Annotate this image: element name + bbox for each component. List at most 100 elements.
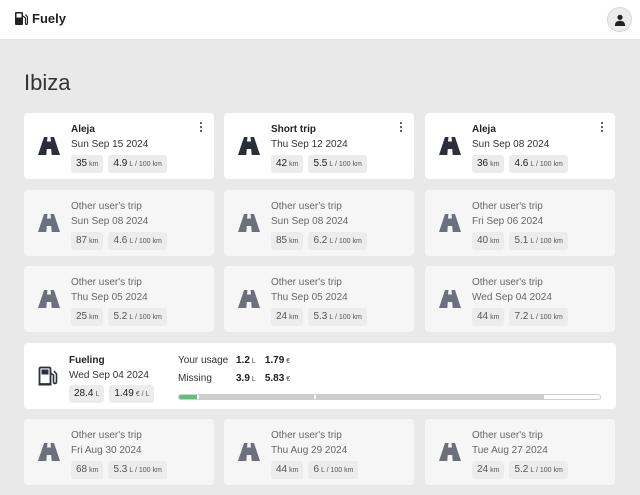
- usage-liters: 1.2: [236, 355, 250, 366]
- progress-segment: [179, 395, 197, 399]
- road-icon: [439, 137, 461, 155]
- user-icon: [614, 14, 625, 26]
- trip-consumption: 5.2: [113, 311, 128, 322]
- trip-consumption-unit: L / 100 km: [329, 314, 362, 321]
- progress-segment: [315, 395, 544, 399]
- menu-dot: [400, 126, 402, 128]
- user-avatar-button[interactable]: [607, 7, 632, 32]
- trip-consumption: 5.2: [514, 464, 529, 475]
- trip-consumption: 6.2: [313, 235, 328, 246]
- trip-consumption-pill: 5.2 L / 100 km: [509, 461, 568, 479]
- usage-cost: 1.79: [264, 355, 285, 366]
- trip-distance: 24: [276, 311, 288, 322]
- trip-distance: 85: [276, 235, 288, 246]
- trip-menu-button[interactable]: [198, 122, 204, 134]
- trip-distance-unit: km: [490, 467, 500, 474]
- trip-distance-pill: 42 km: [271, 155, 304, 173]
- trip-distance: 44: [477, 311, 489, 322]
- trip-card[interactable]: Aleja Sun Sep 08 2024 36 km 4.6 L / 100 km: [425, 113, 615, 179]
- missing-liters-unit: L: [251, 376, 256, 383]
- road-icon: [238, 137, 260, 155]
- trip-title: Other user's trip: [271, 277, 342, 288]
- trip-distance: 40: [477, 235, 489, 246]
- page-title: Ibiza: [24, 70, 71, 95]
- trip-distance-pill: 40 km: [472, 232, 505, 250]
- trip-date: Thu Aug 29 2024: [271, 445, 348, 456]
- trip-card[interactable]: Other user's trip Fri Aug 30 2024 68 km 5.3 L…: [24, 419, 214, 485]
- trip-card[interactable]: Other user's trip Thu Aug 29 2024 44 km 6 L /…: [224, 419, 414, 485]
- trip-distance-unit: km: [289, 238, 299, 245]
- trip-card[interactable]: Other user's trip Fri Sep 06 2024 40 km 5.1 L…: [425, 190, 615, 256]
- road-icon: [439, 214, 461, 232]
- trip-card[interactable]: Aleja Sun Sep 15 2024 35 km 4.9 L / 100 km: [24, 113, 214, 179]
- trip-consumption-pill: 4.6 L / 100 km: [509, 155, 568, 173]
- trip-title: Other user's trip: [71, 277, 142, 288]
- top-bar: Fuely: [0, 0, 640, 40]
- trip-date: Wed Sep 04 2024: [472, 292, 552, 303]
- trip-distance-unit: km: [289, 314, 299, 321]
- missing-cost-unit: €: [286, 376, 291, 383]
- trip-consumption: 5.3: [313, 311, 328, 322]
- road-icon: [238, 290, 260, 308]
- trip-card[interactable]: Other user's trip Sun Sep 08 2024 85 km 6.2 L…: [224, 190, 414, 256]
- trip-card[interactable]: Other user's trip Wed Sep 04 2024 44 km 7.2 L…: [425, 266, 615, 332]
- fueling-date: Wed Sep 04 2024: [69, 370, 149, 381]
- app-brand[interactable]: Fuely: [14, 11, 66, 26]
- trip-distance-unit: km: [89, 314, 99, 321]
- trip-date: Sun Sep 08 2024: [271, 216, 349, 227]
- trip-title: Other user's trip: [71, 201, 142, 212]
- usage-cost-unit: €: [286, 358, 291, 365]
- usage-liters-unit: L: [251, 358, 256, 365]
- road-icon: [38, 214, 60, 232]
- fueling-title: Fueling: [69, 355, 105, 366]
- road-icon: [38, 443, 60, 461]
- trip-date: Fri Aug 30 2024: [71, 445, 142, 456]
- road-icon: [238, 214, 260, 232]
- trip-distance-pill: 87 km: [71, 232, 104, 250]
- fueling-card[interactable]: Fueling Wed Sep 04 2024 28.4 L 1.49 € / L …: [24, 343, 616, 409]
- trip-card[interactable]: Short trip Thu Sep 12 2024 42 km 5.5 L / 100 …: [224, 113, 414, 179]
- trip-date: Sun Sep 08 2024: [71, 216, 149, 227]
- trip-card[interactable]: Other user's trip Thu Sep 05 2024 24 km 5.3 L…: [224, 266, 414, 332]
- progress-gap: [196, 395, 199, 399]
- missing-liters: 3.9: [236, 373, 250, 384]
- trip-distance: 68: [76, 464, 88, 475]
- trip-card[interactable]: Other user's trip Tue Aug 27 2024 24 km 5.2 L…: [425, 419, 615, 485]
- trip-distance: 87: [76, 235, 88, 246]
- trip-distance-unit: km: [490, 314, 500, 321]
- trip-consumption-unit: L / 100 km: [530, 238, 563, 245]
- trip-card[interactable]: Other user's trip Thu Sep 05 2024 25 km 5.2 L…: [24, 266, 214, 332]
- trip-consumption-pill: 5.5 L / 100 km: [308, 155, 367, 173]
- progress-segment: [198, 395, 314, 399]
- trip-date: Thu Sep 05 2024: [71, 292, 148, 303]
- trip-card[interactable]: Other user's trip Sun Sep 08 2024 87 km 4.6 L…: [24, 190, 214, 256]
- trip-menu-button[interactable]: [398, 122, 404, 134]
- menu-dot: [601, 126, 603, 128]
- trip-distance-unit: km: [89, 467, 99, 474]
- trip-consumption: 5.5: [313, 158, 328, 169]
- trip-consumption: 4.9: [113, 158, 128, 169]
- road-icon: [38, 290, 60, 308]
- trip-date: Thu Sep 12 2024: [271, 139, 348, 150]
- trip-distance-pill: 36 km: [472, 155, 505, 173]
- trip-menu-button[interactable]: [599, 122, 605, 134]
- trip-distance-pill: 25 km: [71, 308, 104, 326]
- trip-title: Other user's trip: [271, 201, 342, 212]
- trip-distance-unit: km: [89, 161, 99, 168]
- trip-consumption-pill: 4.9 L / 100 km: [108, 155, 167, 173]
- fueling-amount-pill: 28.4 L: [69, 385, 105, 403]
- fueling-price-unit: € / L: [135, 391, 150, 398]
- trip-consumption: 5.1: [514, 235, 529, 246]
- menu-dot: [400, 130, 402, 132]
- fueling-price-pill: 1.49 € / L: [109, 385, 155, 403]
- trip-consumption: 4.6: [113, 235, 128, 246]
- road-icon: [238, 443, 260, 461]
- missing-label: Missing: [178, 373, 212, 384]
- trip-distance: 42: [276, 158, 288, 169]
- trip-consumption: 6: [313, 464, 320, 475]
- fuel-share-progress-bar: [178, 394, 601, 400]
- trip-distance: 35: [76, 158, 88, 169]
- menu-dot: [200, 126, 202, 128]
- trip-title: Aleja: [71, 124, 95, 135]
- trip-date: Sun Sep 15 2024: [71, 139, 149, 150]
